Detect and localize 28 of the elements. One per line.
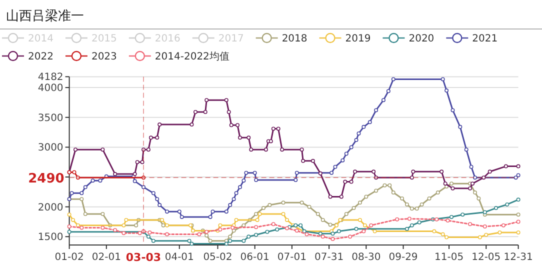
legend-label: 2023: [91, 52, 117, 62]
x-tick-label: 07-31: [314, 252, 344, 263]
ref-line-label: 2490: [28, 172, 64, 187]
y-tick-label: 4000: [38, 83, 64, 94]
x-tick-label: 12-05: [472, 252, 501, 263]
legend-label: 2019: [345, 34, 371, 44]
y-tick-label: 3000: [38, 142, 64, 154]
legend-label: 2014-2022均值: [154, 50, 230, 62]
y-tick-label: 4182: [38, 72, 64, 84]
y-tick-label: 3500: [38, 112, 64, 124]
x-tick-label: 11-05: [434, 252, 464, 263]
y-tick-label: 2000: [38, 202, 64, 214]
x-tick-label: 12-31: [504, 252, 533, 263]
legend-label: 2022: [28, 52, 54, 62]
legend-label: 2018: [282, 34, 308, 44]
x-tick-label: 06-01: [240, 252, 270, 263]
x-tick-label: 07-01: [277, 252, 306, 263]
ref-line-label: 03-03: [126, 251, 162, 264]
legend-label: 2020: [408, 34, 434, 44]
x-tick-label: 02-01: [92, 252, 121, 263]
x-tick-label: 05-02: [203, 252, 232, 263]
x-tick-label: 09-29: [388, 252, 418, 263]
legend-label: 2021: [472, 34, 498, 44]
x-tick-label: 04-01: [164, 252, 194, 263]
title: 山西吕梁准一: [6, 9, 84, 24]
y-tick-label: 1500: [38, 232, 64, 244]
x-tick-label: 01-02: [54, 252, 84, 263]
x-tick-label: 08-30: [352, 252, 381, 263]
